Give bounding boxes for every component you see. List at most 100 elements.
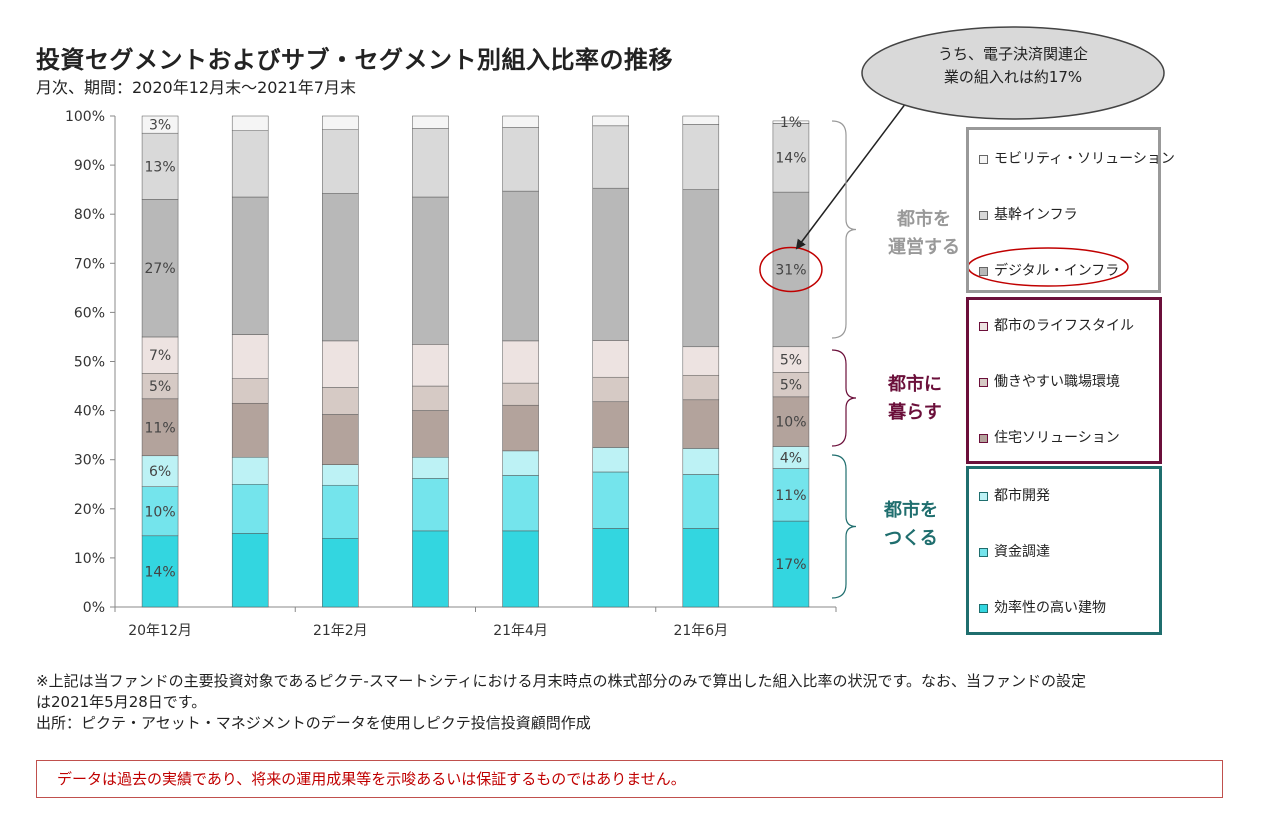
bar-segment [412, 530, 449, 608]
bar-segment [322, 414, 359, 465]
data-label: 5% [149, 379, 171, 395]
bar-segment [592, 401, 629, 448]
bar-segment [412, 128, 449, 198]
bar-segment [592, 471, 629, 529]
legend-item-infra: 基幹インフラ [979, 204, 1078, 224]
bar-segment [231, 456, 269, 485]
footnote-line-3: 出所：ピクテ・アセット・マネジメントのデータを使用しピクテ投信投資顧問作成 [36, 714, 591, 732]
legend-swatch [979, 266, 988, 276]
bar-segment [772, 120, 810, 124]
group-label-build: 都市を つくる [884, 500, 938, 549]
bar-segment [141, 132, 179, 200]
group-label-operate: 都市を 運営する [888, 209, 960, 258]
bar-segment [231, 378, 269, 404]
bar-segment [502, 127, 539, 192]
legend-swatch [979, 321, 988, 331]
bar-segment [141, 199, 179, 338]
bar-segment [322, 115, 359, 130]
bar-segment [231, 402, 269, 458]
bar-segment [592, 447, 629, 473]
bar-segment [682, 399, 720, 449]
data-label: 4% [780, 450, 802, 466]
data-label: 14% [145, 564, 176, 580]
data-label: 5% [780, 353, 802, 369]
bar-segment [231, 484, 269, 534]
bar-segment [322, 129, 359, 194]
bar-segment [502, 340, 539, 384]
bar-segment [231, 196, 269, 335]
bar-segment [682, 474, 720, 529]
bar-segment [682, 528, 720, 608]
legend-swatch [979, 154, 988, 164]
y-tick-label: 10% [74, 551, 105, 567]
page-subtitle: 月次、期間：2020年12月末～2021年7月末 [36, 78, 356, 97]
y-tick-label: 100% [65, 109, 105, 125]
bar-segment [772, 123, 810, 193]
data-label: 6% [149, 464, 171, 480]
data-label: 10% [145, 504, 176, 520]
legend-swatch [979, 377, 988, 387]
chart-axes: 0% 10% 20% 30% 40% 50% 60% 70% 80% 90% 100% 20年12月 2… [65, 109, 837, 639]
bar-segment [231, 533, 269, 608]
legend-swatch [979, 603, 988, 613]
bar-segment [412, 115, 449, 129]
bar-segment [502, 475, 539, 532]
data-label: 10% [775, 415, 806, 431]
legend-build: 都市開発 資金調達 効率性の高い建物 [966, 466, 1162, 635]
bar-segment [772, 520, 810, 608]
bar-segment [502, 382, 539, 406]
bar-segment [412, 385, 449, 411]
bar-segment [592, 115, 629, 127]
bar-segment [412, 456, 449, 479]
bar-segment [682, 374, 720, 401]
bar-segment [772, 346, 810, 373]
legend-swatch [979, 433, 988, 443]
chart-bars [141, 115, 810, 608]
bar-segment [231, 334, 269, 379]
bar-segment [412, 196, 449, 345]
bar-segment [322, 464, 359, 486]
y-tick-label: 0% [83, 600, 105, 616]
bar-segment [231, 115, 269, 131]
bar-segment [412, 344, 449, 387]
bar-segment [592, 528, 629, 608]
bar-segment [772, 191, 810, 348]
data-label: 14% [775, 151, 806, 167]
data-label: 1% [780, 115, 802, 131]
bar-segment [322, 538, 359, 608]
legend-item-financing: 資金調達 [979, 541, 1050, 561]
bar-segment [412, 478, 449, 532]
data-label: 7% [149, 348, 171, 364]
bar-segment [772, 468, 810, 522]
callout-line-1: うち、電子決済関連企 [937, 45, 1088, 63]
group-label-live: 都市に 暮らす [888, 374, 942, 423]
y-tick-label: 50% [74, 355, 105, 371]
callout-arrow [795, 94, 913, 250]
brace-build [831, 454, 857, 599]
bar-segment [322, 193, 359, 342]
bar-segment [231, 130, 269, 198]
data-label: 3% [149, 118, 171, 134]
data-label: 5% [780, 378, 802, 394]
bar-segment [682, 189, 720, 348]
legend-swatch [979, 210, 988, 220]
legend-item-housing: 住宅ソリューション [979, 427, 1120, 447]
legend-swatch [979, 547, 988, 557]
bar-segment [592, 376, 629, 403]
bar-segment [141, 373, 179, 400]
footnote-line-1: ※上記は当ファンドの主要投資対象であるピクテ-スマートシティにおける月末時点の株… [36, 672, 1086, 690]
legend-item-lifestyle: 都市のライフスタイル [979, 315, 1134, 335]
data-label: 31% [775, 262, 806, 278]
y-tick-label: 30% [74, 453, 105, 469]
legend-item-workplace: 働きやすい職場環境 [979, 371, 1120, 391]
bar-segment [322, 387, 359, 415]
bar-segment [592, 340, 629, 378]
bar-segment [592, 125, 629, 189]
bar-segment [502, 450, 539, 476]
y-tick-label: 80% [74, 207, 105, 223]
callout-line-2: 業の組入れは約17% [943, 68, 1083, 86]
bar-segment [141, 336, 179, 374]
bar-segment [322, 484, 359, 539]
bar-segment [682, 115, 720, 125]
legend-item-urban-dev: 都市開発 [979, 485, 1050, 505]
